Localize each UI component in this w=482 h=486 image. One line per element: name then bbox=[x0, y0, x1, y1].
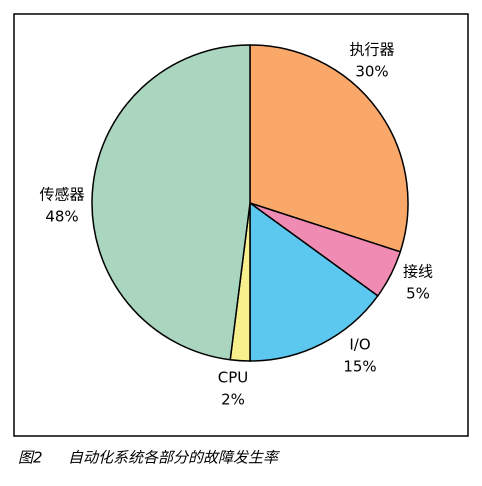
pie-slice bbox=[249, 44, 409, 253]
slice-value: 5% bbox=[406, 285, 430, 303]
slice-label: 传感器 bbox=[39, 186, 84, 204]
slice-value: 30% bbox=[355, 63, 388, 81]
pie-slice bbox=[249, 201, 379, 362]
slice-value: 2% bbox=[221, 391, 245, 409]
slice-label: I/O bbox=[349, 336, 370, 354]
slice-value: 48% bbox=[45, 208, 78, 226]
slice-label: 执行器 bbox=[349, 41, 394, 59]
slice-value: 15% bbox=[343, 358, 376, 376]
slice-label: CPU bbox=[218, 369, 249, 387]
pie-slice bbox=[91, 44, 251, 361]
frame bbox=[13, 13, 469, 437]
chart-title: 自动化系统各部分的故障发生率 bbox=[68, 449, 280, 467]
figure-number: 图2 bbox=[18, 449, 43, 467]
slice-label: 接线 bbox=[403, 263, 433, 281]
